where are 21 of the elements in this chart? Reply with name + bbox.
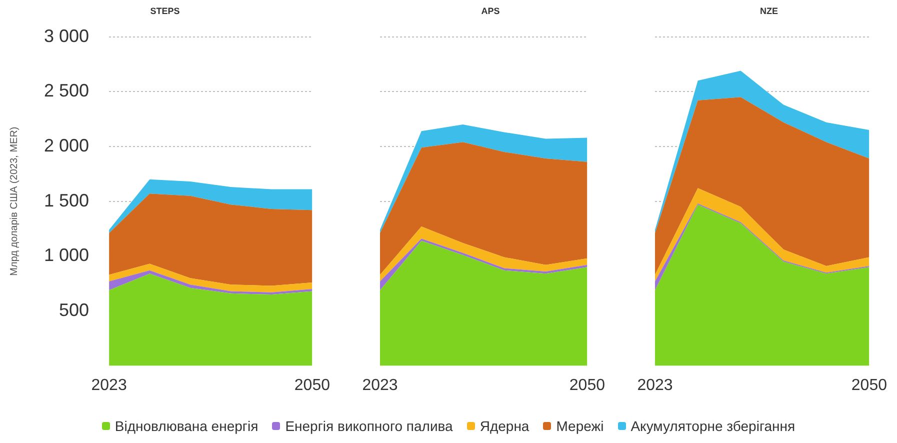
y-tick-label: 1 000 — [44, 245, 90, 266]
y-tick-label: 3 000 — [44, 26, 90, 46]
legend-label: Енергія викопного палива — [285, 418, 453, 434]
x-tick-label: 2023 — [362, 376, 398, 394]
y-tick-label: 1 500 — [44, 190, 90, 210]
legend-label: Мережі — [556, 418, 604, 434]
chart-title: NZE — [760, 6, 778, 16]
x-tick-label: 2050 — [569, 376, 606, 394]
x-tick-label: 2050 — [851, 376, 888, 394]
legend-label: Акумуляторне зберігання — [630, 418, 796, 434]
x-tick-label: 2023 — [91, 376, 127, 394]
y-tick-label: 2 000 — [44, 135, 90, 156]
legend-label: Ядерна — [480, 418, 530, 434]
legend-label: Відновлювана енергія — [114, 418, 258, 434]
x-tick-label: 2050 — [294, 376, 330, 394]
x-tick-label: 2023 — [637, 376, 673, 394]
y-tick-label: 500 — [58, 300, 90, 320]
y-tick-label: 2 500 — [44, 80, 90, 101]
chart-title: APS — [481, 6, 500, 16]
y-axis-title: Млрд доларів США (2023, MER) — [8, 126, 20, 276]
chart-title: STEPS — [150, 6, 180, 16]
